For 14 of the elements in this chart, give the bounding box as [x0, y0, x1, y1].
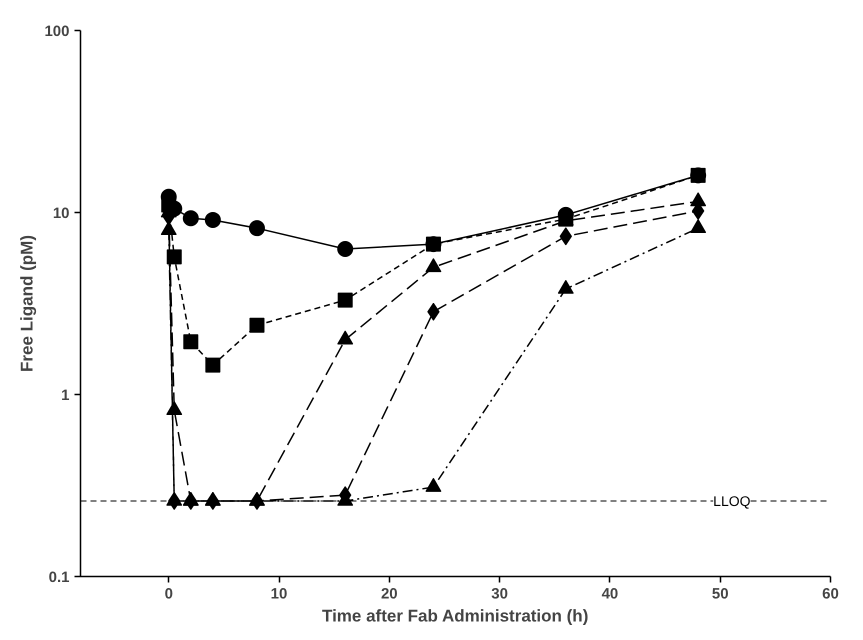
x-tick-label: 10 [270, 586, 288, 602]
x-tick-label: 20 [380, 586, 398, 602]
y-axis-title: Free Ligand (pM) [17, 235, 36, 372]
x-tick-label: 60 [822, 586, 839, 602]
y-tick-label: 0.1 [48, 569, 70, 586]
x-tick-label: 50 [712, 586, 729, 602]
ref-line-label: LLOQ [713, 492, 751, 509]
x-tick-label: 0 [164, 586, 173, 602]
y-tick-label: 100 [44, 23, 70, 40]
x-tick-label: 40 [602, 586, 618, 602]
x-axis-title: Time after Fab Administration (h) [322, 606, 588, 626]
x-tick-label: 30 [491, 586, 508, 602]
y-tick-label: 1 [61, 387, 70, 404]
y-tick-label: 10 [52, 205, 70, 222]
